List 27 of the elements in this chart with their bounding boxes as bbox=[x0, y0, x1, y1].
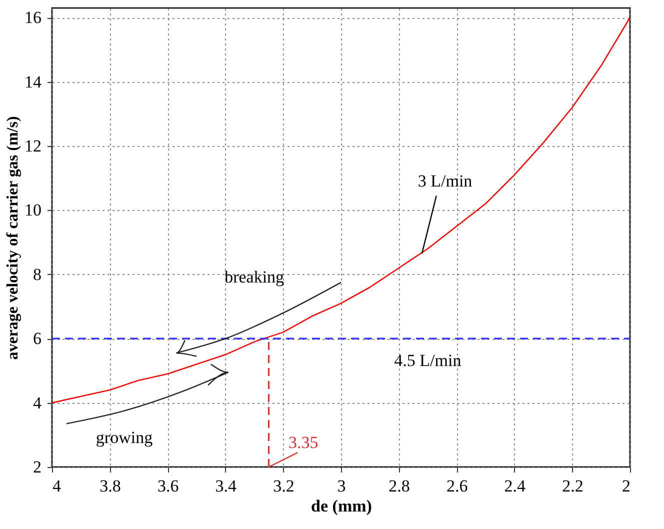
y-tick-label: 14 bbox=[24, 72, 42, 92]
x-tick-label: 3.8 bbox=[100, 476, 121, 496]
line-series bbox=[52, 16, 630, 404]
x-tick-label: 3.6 bbox=[157, 476, 179, 496]
ref-line-label: 4.5 L/min bbox=[394, 351, 462, 370]
y-tick-label: 6 bbox=[33, 329, 42, 348]
x-tick-label: 2.6 bbox=[446, 476, 468, 496]
x-tick-label: 2 bbox=[622, 476, 630, 496]
x-tick-label: 3.2 bbox=[273, 476, 294, 496]
y-tick-label: 10 bbox=[24, 200, 42, 220]
x-tick-label: 2.2 bbox=[562, 476, 584, 496]
annotation: breaking bbox=[224, 268, 285, 287]
annotation: growing bbox=[96, 428, 154, 448]
y-tick-label: 16 bbox=[24, 8, 42, 28]
x-tick-label: 2.8 bbox=[388, 476, 410, 496]
x-axis-title: de (mm) bbox=[311, 496, 372, 516]
x-tick-label: 4 bbox=[52, 476, 62, 496]
y-tick-label: 2 bbox=[33, 458, 42, 476]
x-tick-label: 3 bbox=[337, 476, 346, 496]
y-tick-label: 8 bbox=[33, 264, 42, 284]
y-tick-label: 12 bbox=[24, 136, 42, 156]
y-axis-title: average velocity of carrier gas (m/s) bbox=[4, 116, 22, 360]
annotation: 3.35 bbox=[288, 432, 318, 452]
annotation: 3 L/min bbox=[418, 171, 473, 190]
x-tick-label: 2.4 bbox=[504, 476, 526, 496]
y-tick-label: 4 bbox=[33, 393, 42, 412]
x-tick-label: 3.4 bbox=[215, 476, 238, 496]
